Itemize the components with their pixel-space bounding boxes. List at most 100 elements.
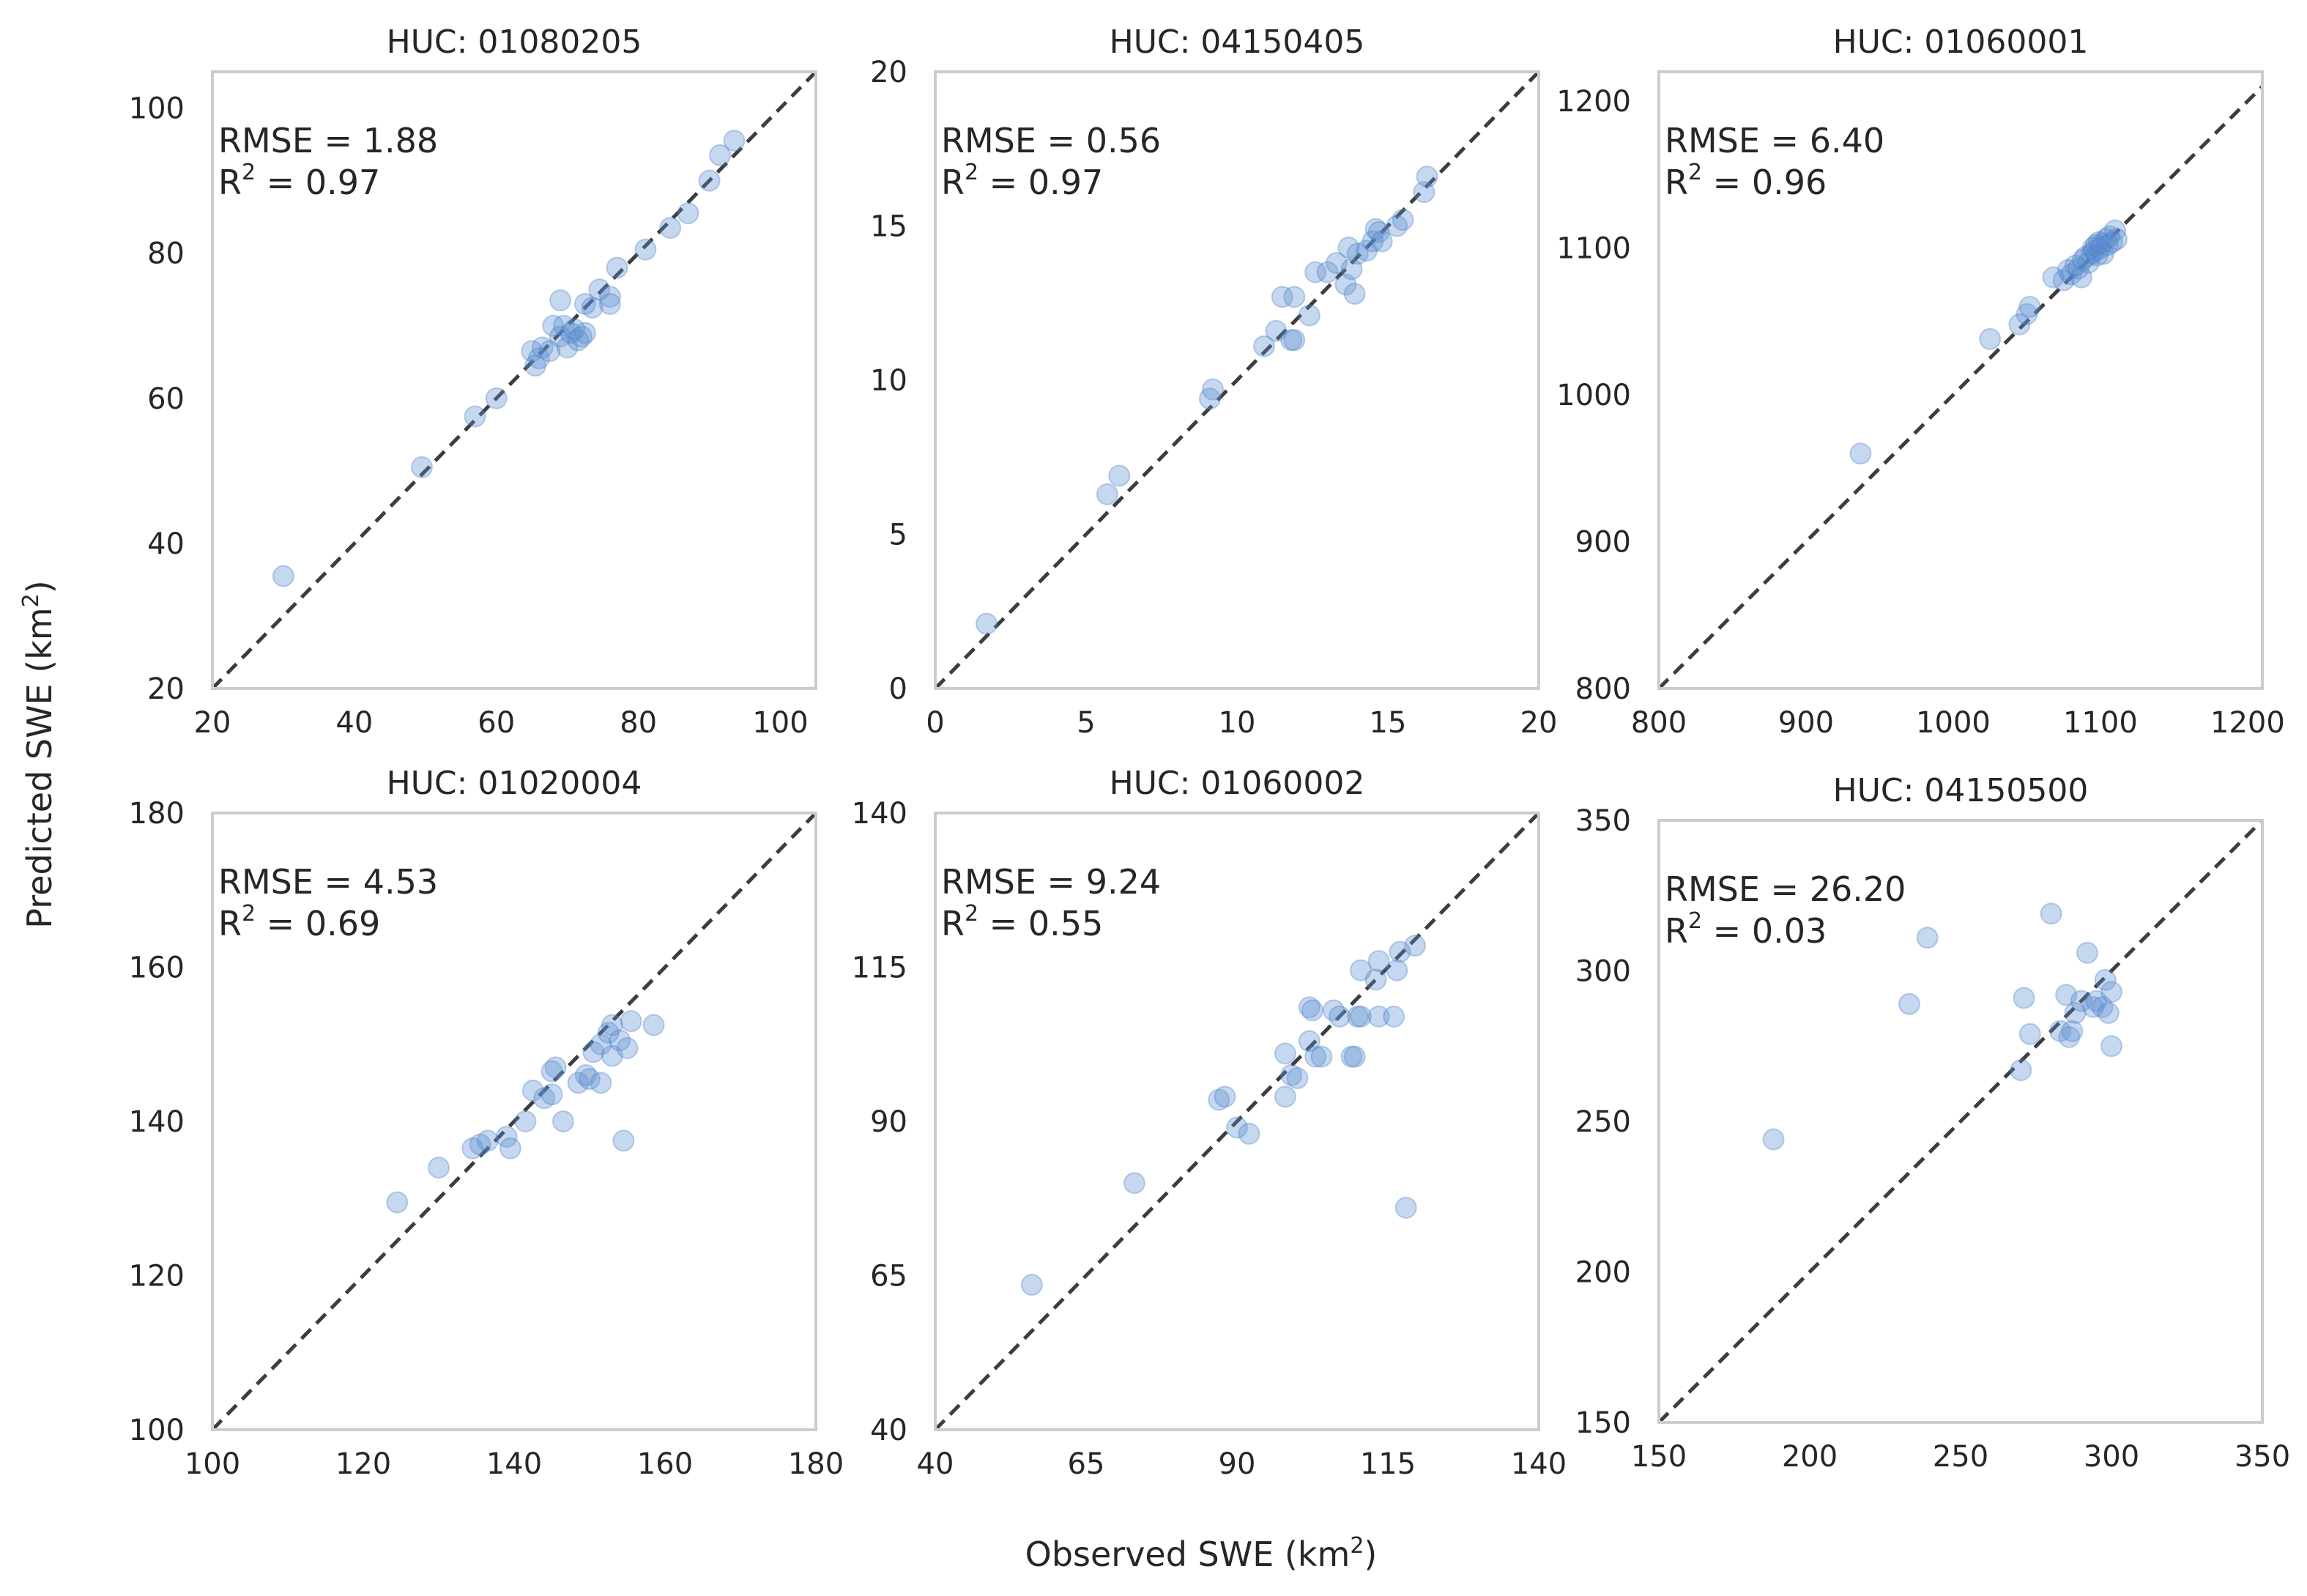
- x-tick-label: 100: [185, 1447, 240, 1481]
- panel-title: HUC: 01080205: [387, 23, 642, 61]
- one-to-one-line: [935, 72, 1539, 688]
- y-tick-label: 1200: [1556, 85, 1631, 119]
- x-tick-label: 40: [917, 1447, 954, 1481]
- data-point: [1340, 1045, 1363, 1068]
- y-tick-label: 180: [129, 797, 185, 831]
- r2-symbol: R: [941, 904, 965, 943]
- x-tick-label: 100: [752, 706, 808, 740]
- scatter-panel: 800 900 1000 1100 1200 800 900 1000 1100 1200 HUC:…: [1556, 23, 2285, 740]
- data-point: [579, 1068, 601, 1091]
- data-point: [1349, 959, 1372, 981]
- panel-title: HUC: 04150405: [1110, 23, 1365, 61]
- data-point: [2083, 240, 2106, 262]
- x-tick-label: 40: [335, 706, 373, 740]
- data-point: [2100, 1035, 2122, 1058]
- data-point: [2092, 242, 2114, 265]
- y-tick-label: 15: [870, 210, 907, 244]
- data-point: [2074, 245, 2097, 268]
- r2-annotation: R2 = 0.97: [218, 160, 380, 202]
- r2-superscript: 2: [965, 901, 978, 927]
- data-point: [2085, 990, 2108, 1012]
- rmse-annotation: RMSE = 0.56: [941, 121, 1161, 160]
- r2-symbol: R: [218, 904, 242, 943]
- y-tick-label: 150: [1575, 1406, 1631, 1440]
- data-point: [2104, 219, 2127, 242]
- one-to-one-line: [212, 72, 816, 688]
- data-point: [1280, 1064, 1303, 1086]
- data-point: [499, 1137, 521, 1159]
- data-point: [1310, 1045, 1333, 1068]
- x-tick-label: 1200: [2210, 706, 2285, 740]
- data-point: [461, 1137, 484, 1159]
- data-point: [1367, 950, 1390, 973]
- data-point: [1343, 283, 1366, 305]
- data-point: [1208, 1088, 1230, 1111]
- data-point: [551, 1110, 574, 1132]
- r2-annotation: R2 = 0.96: [1665, 160, 1827, 202]
- data-point: [2100, 981, 2122, 1003]
- one-to-one-line: [212, 813, 816, 1430]
- r2-value: = 0.55: [978, 904, 1103, 943]
- y-tick-label: 10: [870, 364, 907, 398]
- x-axis-label: Observed SWE (km2): [1025, 1533, 1378, 1574]
- data-point: [590, 1033, 612, 1055]
- data-point: [1343, 1045, 1366, 1068]
- data-point: [642, 1014, 665, 1036]
- plot-frame: [211, 70, 817, 690]
- data-point: [1340, 258, 1363, 281]
- data-point: [1316, 261, 1339, 283]
- panel-title: HUC: 04150500: [1833, 772, 2089, 809]
- r2-value: = 0.69: [256, 904, 380, 943]
- data-point: [2055, 984, 2078, 1006]
- data-point: [2057, 259, 2079, 281]
- data-point: [2076, 941, 2099, 964]
- data-point: [601, 1044, 623, 1067]
- data-point: [1356, 240, 1378, 262]
- data-point: [2070, 266, 2092, 289]
- x-tick-label: 800: [1631, 706, 1687, 740]
- r2-symbol: R: [218, 163, 242, 202]
- rmse-annotation: RMSE = 9.24: [941, 862, 1161, 902]
- x-tick-label: 140: [486, 1447, 542, 1481]
- r2-superscript: 2: [242, 160, 256, 185]
- plot-frame: [1657, 70, 2264, 690]
- data-point: [723, 130, 746, 152]
- data-point: [549, 325, 572, 348]
- data-point: [1416, 166, 1438, 188]
- y-axis-label: Predicted SWE (km2): [18, 580, 59, 928]
- y-tick-label: 20: [147, 672, 185, 706]
- x-tick-label: 20: [1520, 706, 1558, 740]
- data-point: [2077, 251, 2100, 274]
- y-tick-label: 300: [1575, 955, 1631, 989]
- data-point: [2040, 902, 2062, 925]
- data-point: [1367, 1005, 1390, 1028]
- data-point: [573, 322, 596, 344]
- x-tick-label: 250: [1933, 1440, 1988, 1474]
- data-point: [1202, 378, 1225, 401]
- data-point: [590, 1072, 612, 1094]
- data-point: [1271, 286, 1293, 308]
- r2-value: = 0.96: [1702, 163, 1827, 202]
- data-point: [1283, 286, 1306, 308]
- scatter-panel: 150 200 250 300 350 150 200 250 300 350 HUC: 04150…: [1575, 772, 2291, 1474]
- data-point: [549, 289, 572, 312]
- r2-value: = 0.97: [256, 163, 380, 202]
- data-point: [1762, 1128, 1785, 1151]
- y-tick-label: 160: [129, 951, 185, 985]
- rmse-annotation: RMSE = 6.40: [1665, 121, 1884, 160]
- r2-annotation: R2 = 0.03: [1665, 908, 1827, 951]
- r2-superscript: 2: [1688, 160, 1702, 185]
- data-point: [521, 1079, 544, 1102]
- r2-symbol: R: [1665, 163, 1688, 202]
- data-point: [2101, 231, 2124, 253]
- rmse-annotation: RMSE = 26.20: [1665, 869, 1906, 909]
- data-point: [527, 347, 550, 370]
- data-point: [485, 387, 508, 409]
- data-point: [1367, 220, 1390, 243]
- r2-superscript: 2: [242, 901, 256, 927]
- data-point: [1849, 442, 1872, 465]
- data-point: [606, 256, 628, 279]
- data-point: [581, 296, 603, 319]
- data-point: [573, 292, 596, 315]
